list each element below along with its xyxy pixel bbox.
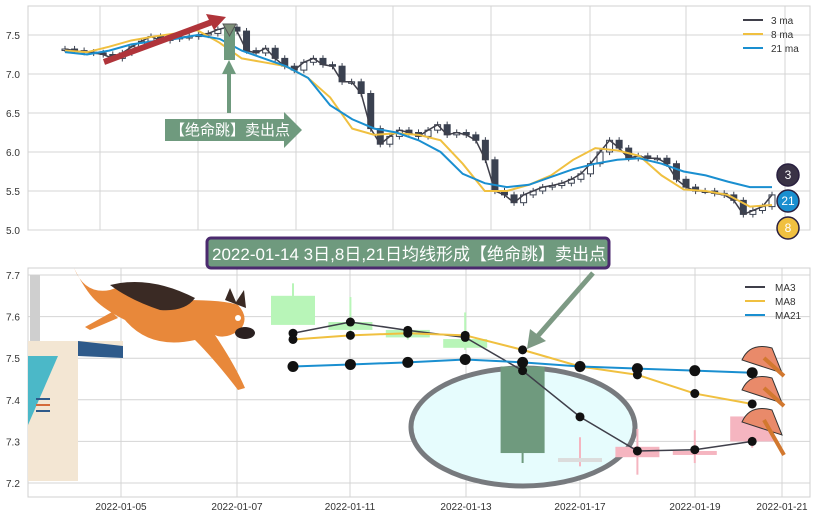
pointer-arrow-icon [527, 271, 595, 349]
bottom-ma3-point [575, 412, 585, 422]
top-ma8-line [64, 29, 773, 208]
bottom-xtick-label: 2022-01-11 [325, 502, 376, 513]
bottom-ma8-point [460, 330, 470, 340]
bottom-xtick-label: 2022-01-05 [95, 502, 147, 513]
bottom-legend-label: MA21 [775, 311, 802, 322]
bottom-ma8-point [345, 330, 355, 340]
candle-body [443, 339, 488, 348]
candle-body [271, 295, 315, 325]
ma-badge-label: 3 [785, 168, 792, 182]
banner: 2022-01-14 3日,8日,21日均线形成【绝命跳】卖出点 [205, 236, 611, 270]
bottom-legend: MA3 MA8 MA21 [745, 283, 802, 322]
ma-badges: 3 21 8 [776, 163, 800, 240]
bottom-ma21-point [689, 365, 701, 377]
bottom-xtick-label: 2022-01-19 [669, 502, 721, 513]
bottom-ytick-label: 7.5 [6, 354, 20, 365]
diving-board-illustration [28, 275, 123, 481]
bottom-legend-label: MA8 [775, 297, 796, 308]
bottom-ma21-point [517, 356, 529, 368]
bottom-ma21-point [344, 358, 356, 370]
bottom-ma3-point [632, 446, 642, 456]
bottom-ma21-point [574, 361, 586, 373]
banner-text: 2022-01-14 3日,8日,21日均线形成【绝命跳】卖出点 [212, 245, 606, 264]
bottom-ma8-point [518, 345, 528, 355]
top-ytick-label: 5.5 [6, 187, 20, 198]
bottom-chart-marks [271, 283, 775, 475]
bottom-ma21-point [402, 356, 414, 368]
annotation-callout: 【绝命跳】卖出点 [165, 112, 302, 148]
bottom-ma8-point [288, 334, 298, 344]
bottom-legend-label: MA3 [775, 283, 796, 294]
bottom-xtick-label: 2022-01-21 [756, 502, 808, 513]
top-ytick-label: 6.5 [6, 109, 20, 120]
top-legend: 3 ma 8 ma 21 ma [743, 16, 799, 55]
bottom-ytick-label: 7.4 [6, 396, 20, 407]
bottom-xtick-label: 2022-01-17 [554, 502, 606, 513]
bottom-ma21-point [287, 361, 299, 373]
bottom-ma3-point [518, 366, 528, 376]
red-trend-arrow-icon [102, 14, 226, 65]
candle-body [558, 458, 602, 463]
ma-badge-label: 21 [781, 194, 795, 208]
top-ytick-label: 6.0 [6, 148, 20, 159]
ma-badge [776, 216, 800, 240]
top-ytick-label: 7.0 [6, 70, 20, 81]
bottom-ytick-label: 7.3 [6, 437, 20, 448]
annotation-text: 【绝命跳】卖出点 [170, 121, 290, 139]
ma-badge-label: 8 [785, 221, 792, 235]
top-ytick-label: 7.5 [6, 31, 20, 42]
bottom-xtick-label: 2022-01-13 [440, 502, 492, 513]
top-legend-label: 8 ma [771, 30, 794, 41]
sell-marker-icon [222, 23, 237, 60]
bottom-ma8-point [403, 328, 413, 338]
ma-badge [776, 189, 800, 213]
bottom-ytick-label: 7.6 [6, 313, 20, 324]
top-chart-marks [61, 24, 776, 218]
bottom-ma21-point [459, 353, 471, 365]
bottom-ytick-label: 7.7 [6, 271, 20, 282]
bottom-ma3-point [288, 328, 298, 338]
bottom-xtick-label: 2022-01-07 [211, 502, 263, 513]
candle-body [500, 366, 545, 454]
bottom-ma21-point [746, 367, 758, 379]
up-arrow-icon [222, 60, 236, 113]
top-legend-label: 21 ma [771, 44, 799, 55]
ma-badge [776, 163, 800, 187]
top-chart-grid: 5.0 5.5 6.0 6.5 7.0 7.5 [6, 5, 811, 237]
top-ma21-line [64, 33, 772, 189]
top-legend-label: 3 ma [771, 16, 794, 27]
bottom-ytick-label: 7.2 [6, 479, 20, 490]
bottom-ma8-point [747, 399, 757, 409]
parachute-illustration [741, 346, 786, 456]
bottom-ma3-point [690, 445, 700, 455]
bottom-ma3-point [345, 317, 355, 327]
bottom-ma21-point [631, 363, 643, 375]
bottom-ma8-point [690, 389, 700, 399]
top-ytick-label: 5.0 [6, 226, 20, 237]
dog-illustration [74, 268, 255, 390]
bottom-ma3-point [747, 436, 757, 446]
